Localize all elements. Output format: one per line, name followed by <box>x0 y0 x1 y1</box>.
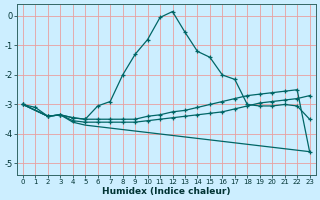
X-axis label: Humidex (Indice chaleur): Humidex (Indice chaleur) <box>102 187 230 196</box>
